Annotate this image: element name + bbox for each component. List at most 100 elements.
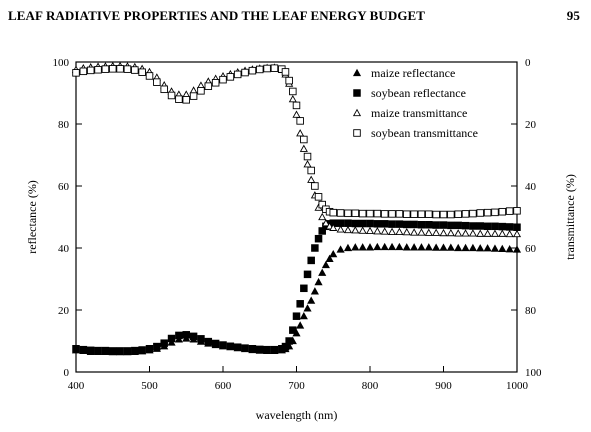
- y2-tick-label: 0: [525, 57, 531, 69]
- soybean-reflectance-point: [476, 222, 485, 230]
- running-head: LEAF RADIATIVE PROPERTIES AND THE LEAF E…: [8, 8, 580, 26]
- x-tick-label: 700: [288, 380, 305, 392]
- x-tick-label: 900: [435, 380, 452, 392]
- x-tick-label: 600: [215, 380, 232, 392]
- soybean-transmittance-point: [344, 209, 352, 218]
- maize-transmittance-point: [395, 227, 404, 235]
- soybean-transmittance-point: [123, 65, 132, 73]
- legend: maize reflectance soybean reflectance maiz…: [352, 66, 478, 140]
- legend-marker-soybean-reflectance: [353, 89, 361, 97]
- soybean-transmittance-point: [513, 207, 521, 215]
- soybean-reflectance-point: [292, 312, 301, 320]
- soybean-reflectance-point: [366, 219, 374, 228]
- maize-transmittance-point: [351, 226, 360, 234]
- soybean-reflectance-point: [153, 342, 161, 351]
- y2-tick-label: 60: [525, 243, 537, 255]
- y2-tick-label: 80: [525, 305, 537, 317]
- soybean-transmittance-point: [197, 87, 205, 95]
- soybean-reflectance-point: [211, 339, 220, 348]
- soybean-reflectance-point: [94, 346, 102, 355]
- soybean-transmittance-point: [285, 76, 293, 85]
- running-head-title: LEAF RADIATIVE PROPERTIES AND THE LEAF E…: [8, 8, 426, 23]
- soybean-transmittance-point: [432, 210, 440, 219]
- soybean-transmittance-point: [447, 210, 455, 219]
- maize-transmittance-point: [358, 226, 367, 234]
- soybean-reflectance-point: [160, 339, 168, 347]
- soybean-reflectance-point: [197, 335, 205, 343]
- soybean-transmittance-point: [94, 65, 102, 74]
- soybean-reflectance-point: [296, 300, 304, 308]
- soybean-transmittance-point: [380, 210, 389, 218]
- maize-reflectance-point: [402, 243, 411, 251]
- soybean-reflectance-point: [86, 346, 95, 355]
- soybean-reflectance-point: [79, 345, 88, 354]
- maize-transmittance-point: [296, 129, 305, 137]
- soybean-transmittance-point: [248, 66, 257, 75]
- soybean-reflectance-point: [351, 219, 360, 228]
- soybean-transmittance-point: [175, 95, 183, 103]
- soybean-transmittance-point: [72, 69, 80, 77]
- soybean-transmittance-point: [303, 152, 312, 161]
- soybean-transmittance-point: [211, 79, 220, 87]
- maize-reflectance-point: [454, 243, 463, 252]
- soybean-reflectance-point: [505, 223, 514, 231]
- maize-transmittance-point: [490, 229, 500, 237]
- soybean-reflectance-point: [270, 345, 279, 354]
- soybean-transmittance-point: [263, 64, 271, 73]
- soybean-transmittance-series: [72, 64, 521, 219]
- soybean-transmittance-point: [101, 65, 110, 73]
- soybean-reflectance-point: [123, 347, 132, 355]
- maize-transmittance-point: [329, 223, 338, 231]
- maize-transmittance-point: [321, 218, 330, 227]
- y-tick-label: 20: [58, 305, 70, 317]
- maize-transmittance-point: [365, 226, 375, 235]
- soybean-transmittance-point: [116, 65, 124, 73]
- soybean-transmittance-point: [461, 210, 470, 218]
- maize-reflectance-point: [296, 321, 305, 329]
- maize-transmittance-point: [454, 229, 463, 237]
- soybean-reflectance-point: [425, 220, 433, 229]
- maize-transmittance-point: [307, 175, 316, 183]
- maize-transmittance-point: [318, 212, 327, 221]
- soybean-reflectance-point: [226, 342, 235, 351]
- series-layer: [71, 61, 522, 356]
- maize-transmittance-point: [299, 144, 308, 152]
- x-tick-label: 800: [362, 380, 379, 392]
- maize-reflectance-point: [307, 296, 316, 304]
- legend-label-maize-transmittance: maize transmittance: [371, 106, 467, 120]
- maize-reflectance-point: [424, 243, 433, 251]
- soybean-reflectance-point: [303, 270, 312, 279]
- soybean-transmittance-point: [300, 135, 308, 144]
- soybean-transmittance-point: [358, 209, 367, 218]
- maize-transmittance-point: [336, 225, 345, 233]
- soybean-reflectance-point: [447, 221, 455, 230]
- soybean-reflectance-point: [233, 343, 242, 351]
- soybean-reflectance-point: [256, 345, 264, 354]
- maize-reflectance-point: [498, 244, 507, 253]
- soybean-reflectance-point: [439, 221, 448, 229]
- soybean-reflectance-point: [116, 347, 124, 355]
- soybean-reflectance-point: [108, 347, 117, 355]
- soybean-transmittance-point: [226, 73, 235, 81]
- maize-reflectance-point: [321, 260, 330, 269]
- y2-tick-label: 100: [525, 367, 542, 379]
- maize-reflectance-point: [343, 243, 353, 252]
- maize-transmittance-point: [343, 225, 353, 234]
- legend-label-maize-reflectance: maize reflectance: [371, 66, 455, 80]
- soybean-reflectance-point: [469, 222, 477, 230]
- maize-transmittance-point: [483, 229, 492, 237]
- maize-reflectance-point: [490, 244, 500, 252]
- maize-transmittance-point: [402, 227, 411, 236]
- page-number: 95: [566, 8, 580, 23]
- soybean-reflectance-point: [358, 219, 367, 228]
- maize-reflectance-point: [512, 245, 522, 253]
- soybean-transmittance-point: [233, 70, 242, 79]
- soybean-transmittance-point: [476, 209, 485, 217]
- maize-reflectance-point: [351, 243, 360, 251]
- y-axis-title: reflectance (%): [25, 180, 39, 254]
- soybean-transmittance-point: [182, 96, 190, 104]
- soybean-reflectance-point: [344, 219, 352, 227]
- soybean-transmittance-point: [483, 208, 492, 217]
- maize-transmittance-point: [288, 94, 297, 103]
